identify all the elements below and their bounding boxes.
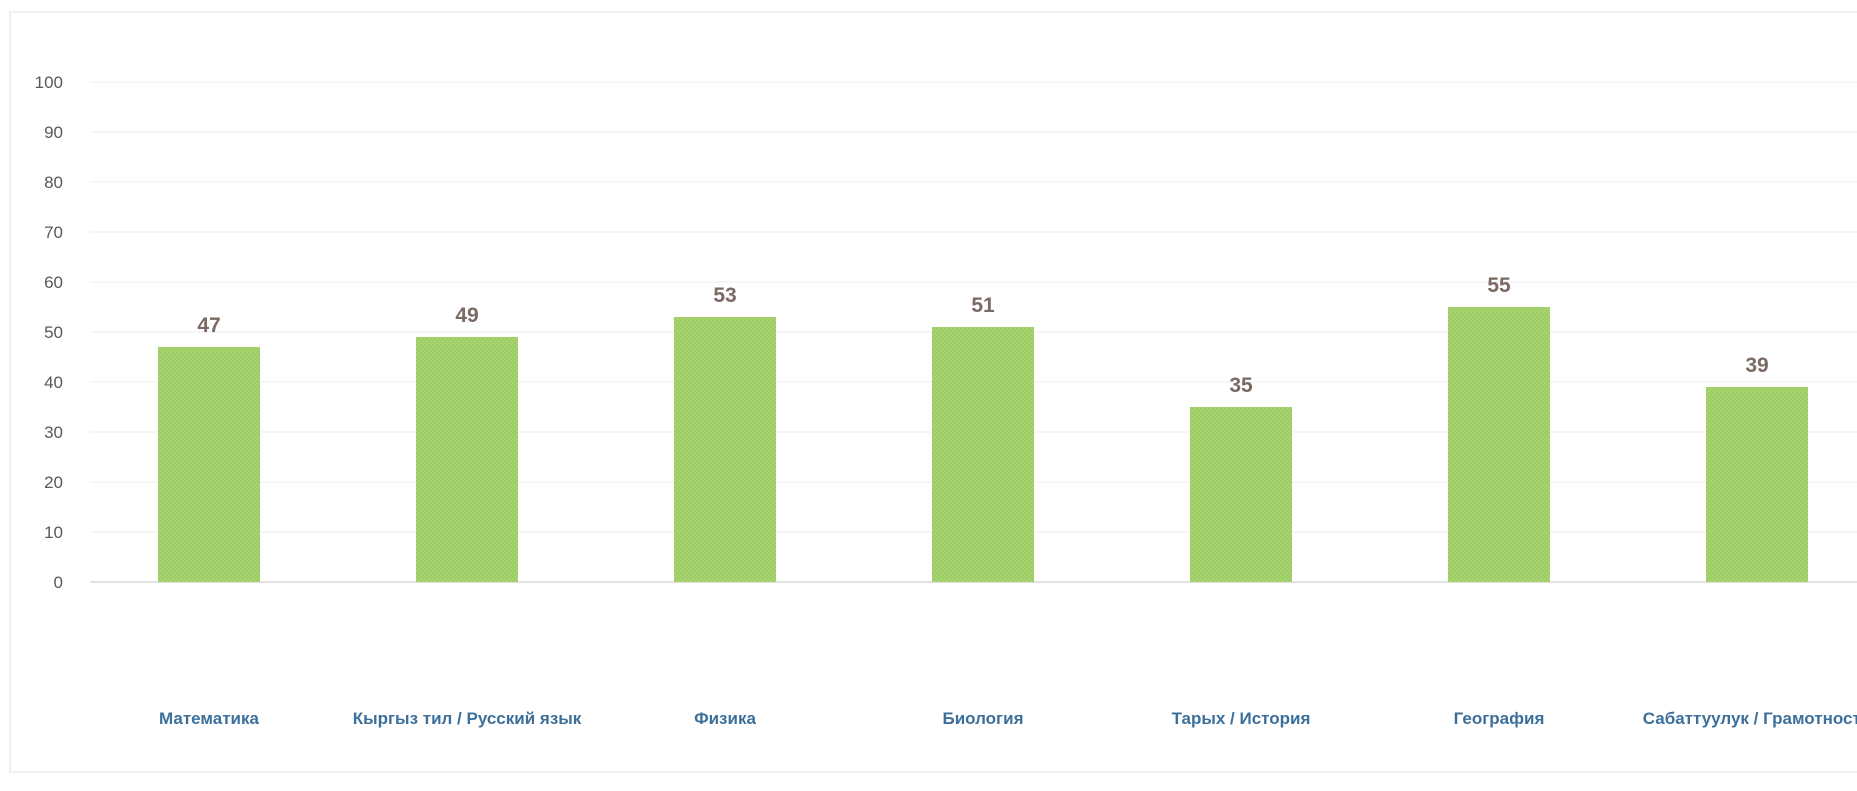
y-tick-label: 30 bbox=[44, 423, 63, 442]
bar bbox=[674, 317, 776, 582]
bar bbox=[1448, 307, 1550, 582]
bar bbox=[932, 327, 1034, 582]
x-tick-label: Тарых / История bbox=[1172, 709, 1311, 728]
data-label: 35 bbox=[1229, 374, 1253, 397]
y-tick-label: 40 bbox=[44, 373, 63, 392]
x-tick-label: Кыргыз тил / Русский язык bbox=[353, 709, 582, 728]
y-tick-label: 50 bbox=[44, 323, 63, 342]
y-tick-label: 90 bbox=[44, 123, 63, 142]
x-tick-label: Математика bbox=[159, 709, 259, 728]
x-axis: Математика Кыргыз тил / Русский язык Физик… bbox=[159, 709, 1857, 728]
y-tick-label: 80 bbox=[44, 173, 63, 192]
data-label: 39 bbox=[1745, 354, 1768, 377]
x-tick-label: Сабаттуулук / Грамотность bbox=[1643, 709, 1857, 728]
bar bbox=[416, 337, 518, 582]
data-label: 53 bbox=[713, 284, 736, 307]
y-tick-label: 20 bbox=[44, 473, 63, 492]
data-label: 51 bbox=[971, 294, 995, 317]
y-tick-label: 0 bbox=[54, 573, 63, 592]
x-tick-label: География bbox=[1454, 709, 1545, 728]
data-labels: 47 49 53 51 35 55 39 bbox=[197, 274, 1768, 397]
x-tick-label: Биология bbox=[942, 709, 1023, 728]
bar bbox=[1706, 387, 1808, 582]
y-tick-label: 100 bbox=[35, 73, 63, 92]
y-tick-label: 60 bbox=[44, 273, 63, 292]
data-label: 47 bbox=[197, 314, 220, 337]
y-tick-label: 70 bbox=[44, 223, 63, 242]
y-axis: 0 10 20 30 40 50 60 70 80 90 100 bbox=[35, 73, 63, 592]
bar bbox=[1190, 407, 1292, 582]
y-tick-label: 10 bbox=[44, 523, 63, 542]
data-label: 55 bbox=[1487, 274, 1511, 297]
bars bbox=[158, 307, 1808, 582]
x-tick-label: Физика bbox=[694, 709, 756, 728]
data-label: 49 bbox=[455, 304, 478, 327]
bar bbox=[158, 347, 260, 582]
